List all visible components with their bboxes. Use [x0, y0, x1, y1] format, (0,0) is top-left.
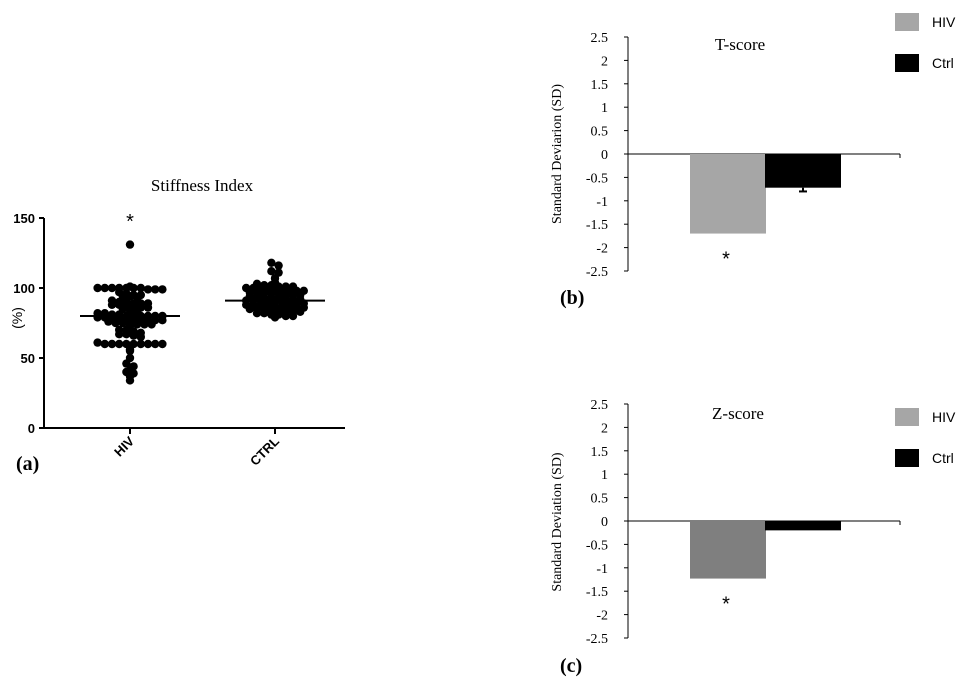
scatter-point: [125, 282, 135, 291]
tscore-y-label: Standard Deviarion (SD): [550, 84, 565, 224]
bar-y-tick-label: 0: [601, 515, 608, 530]
bar-ctrl: [765, 521, 841, 531]
scatter-y-tick-label: 0: [28, 421, 35, 436]
scatter-y-label: (%): [9, 307, 25, 329]
scatter-point: [122, 339, 131, 349]
scatter-point: [107, 339, 117, 349]
zscore-y-label: Standard Deviation (SD): [550, 452, 565, 592]
panel-label-b: (b): [560, 287, 584, 309]
tscore-chart: 2.5 2 1.5 1 0.5 0 -0.5 -1 -1.5 -2 -2.5 * HIV Ctrl: [586, 13, 956, 280]
bar-y-tick-label: 0.5: [591, 125, 609, 140]
scatter-point: [107, 310, 117, 319]
scatter-point: [136, 328, 145, 337]
scatter-point: [267, 258, 276, 267]
bar-y-tick-label: -1: [596, 195, 608, 210]
zscore-chart: 2.5 2 1.5 1 0.5 0 -0.5 -1 -1.5 -2 -2.5 * HIV Ctrl: [586, 398, 956, 647]
scatter-point: [288, 282, 298, 291]
panel-label-c: (c): [560, 655, 582, 677]
scatter-point: [100, 283, 110, 293]
scatter-point: [129, 339, 138, 349]
bar-y-tick-label: 1.5: [591, 445, 609, 460]
bar-y-tick-label: 2: [601, 54, 608, 69]
scatter-y-tick-label: 150: [13, 211, 35, 226]
scatter-point: [115, 283, 124, 293]
bar-y-tick-label: 2: [601, 421, 608, 436]
tscore-title: T-score: [715, 35, 765, 54]
scatter-point: [125, 353, 135, 363]
scatter-point: [136, 339, 145, 349]
scatter-point: [267, 267, 276, 276]
scatter-point: [274, 261, 283, 270]
scatter-point: [281, 282, 290, 291]
bar-y-tick-label: -0.5: [586, 171, 608, 186]
scatter-point: [143, 285, 153, 294]
bar-y-tick-label: 0.5: [591, 492, 609, 507]
bar-y-tick-label: 1: [601, 468, 608, 483]
scatter-point: [107, 296, 117, 305]
scatter-point: [158, 285, 167, 294]
scatter-x-tick-label: HIV: [111, 433, 137, 459]
bar-y-tick-label: 2.5: [591, 398, 609, 413]
scatter-points: [80, 240, 325, 385]
bar-y-tick-label: 0: [601, 148, 608, 163]
bar-y-tick-label: -0.5: [586, 538, 608, 553]
scatter-point: [299, 286, 308, 295]
scatter-point: [151, 285, 160, 294]
bar-y-tick-label: -2.5: [586, 265, 608, 280]
bar-y-tick-label: 1: [601, 101, 608, 116]
bar-y-tick-label: -2.5: [586, 632, 608, 647]
scatter-point: [115, 325, 124, 335]
zscore-title: Z-score: [712, 404, 764, 423]
legend-label-ctrl: Ctrl: [932, 55, 954, 71]
scatter-point: [260, 281, 269, 290]
bar-ctrl: [765, 154, 841, 188]
scatter-point: [115, 339, 124, 349]
bar-y-tick-label: 2.5: [591, 31, 609, 46]
scatter-y-tick-label: 50: [21, 351, 35, 366]
legend-swatch-hiv: [895, 408, 919, 426]
scatter-point: [143, 339, 153, 349]
scatter-axes: 0 50 100 150 HIV CTRL *: [13, 211, 345, 469]
scatter-point: [242, 283, 251, 293]
bar-y-tick-label: -1.5: [586, 218, 608, 233]
scatter-point: [252, 279, 262, 288]
scatter-point: [125, 240, 135, 249]
scatter-x-tick-label: CTRL: [247, 433, 282, 468]
bar-significance: *: [722, 249, 730, 271]
scatter-point: [100, 339, 110, 349]
scatter-point: [274, 268, 283, 277]
bar-y-tick-label: -1: [596, 562, 608, 577]
scatter-significance: *: [126, 211, 134, 233]
legend-label-hiv: HIV: [932, 14, 956, 30]
scatter-point: [158, 339, 167, 349]
bar-y-tick-label: 1.5: [591, 78, 609, 93]
bar-y-tick-label: -2: [596, 609, 608, 624]
scatter-point: [129, 362, 138, 371]
bar-hiv: [690, 154, 766, 234]
scatter-point: [93, 338, 102, 347]
bar-significance: *: [722, 594, 730, 616]
legend-swatch-hiv: [895, 13, 919, 31]
legend-swatch-ctrl: [895, 449, 919, 467]
scatter-point: [93, 283, 102, 293]
scatter-point: [136, 290, 145, 300]
panel-label-a: (a): [16, 453, 39, 475]
scatter-point: [151, 339, 160, 349]
legend-swatch-ctrl: [895, 54, 919, 72]
scatter-point: [107, 283, 117, 293]
bar-hiv: [690, 521, 766, 579]
scatter-y-tick-label: 100: [13, 281, 35, 296]
scatter-point: [129, 290, 138, 300]
legend-label-hiv: HIV: [932, 409, 956, 425]
scatter-point: [143, 299, 153, 308]
bar-y-tick-label: -2: [596, 242, 608, 257]
scatter-title: Stiffness Index: [151, 176, 254, 195]
scatter-point: [136, 283, 145, 293]
legend-label-ctrl: Ctrl: [932, 450, 954, 466]
bar-y-tick-label: -1.5: [586, 585, 608, 600]
